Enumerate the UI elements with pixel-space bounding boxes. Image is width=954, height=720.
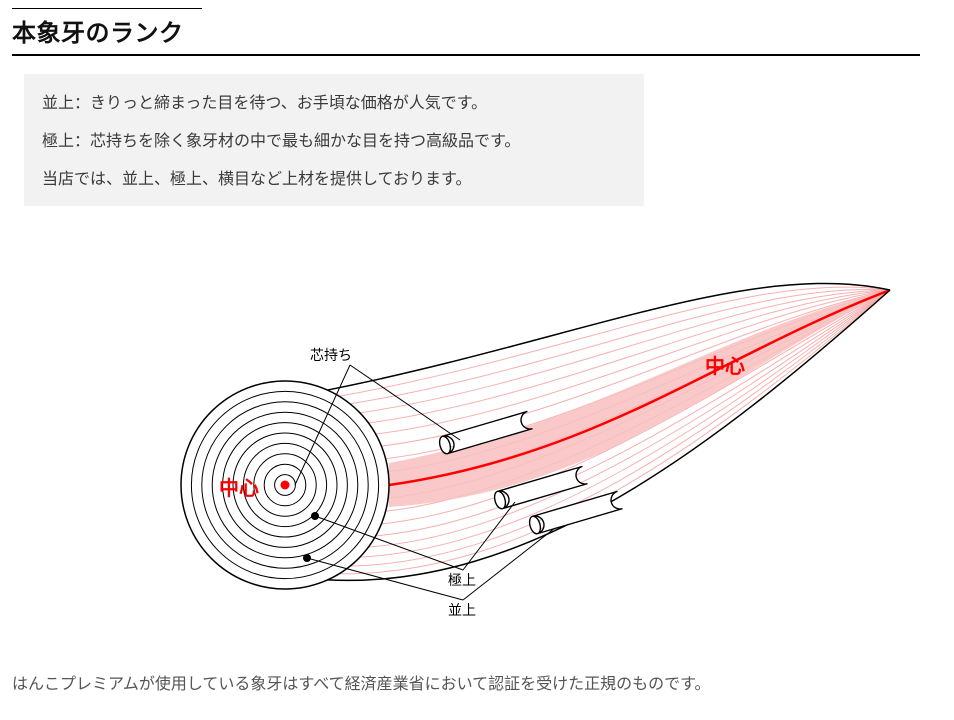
info-line-3: 当店では、並上、極上、横目など上材を提供しております。	[42, 168, 626, 192]
footer-note: はんこプレミアムが使用している象牙はすべて経済産業省において認証を受けた正規のも…	[12, 670, 711, 694]
label-center-face: 中心	[219, 472, 259, 501]
tusk-diagram: 芯持ち 極上 並上 中心 中心	[170, 250, 910, 650]
label-center-tip: 中心	[705, 350, 745, 379]
title-rule-top	[12, 8, 202, 9]
info-line-2: 極上：芯持ちを除く象牙材の中で最も細かな目を持つ高級品です。	[42, 130, 626, 154]
label-gokujo: 極上	[448, 570, 476, 590]
label-shinmochi: 芯持ち	[310, 345, 352, 365]
page-title: 本象牙のランク	[12, 13, 930, 48]
info-box: 並上：きりっと締まった目を待つ、お手頃な価格が人気です。 極上：芯持ちを除く象牙…	[24, 74, 644, 206]
info-line-1: 並上：きりっと締まった目を待つ、お手頃な価格が人気です。	[42, 92, 626, 116]
label-namijo: 並上	[448, 600, 476, 620]
title-rule-bottom	[12, 54, 920, 56]
tusk-svg	[170, 250, 910, 650]
